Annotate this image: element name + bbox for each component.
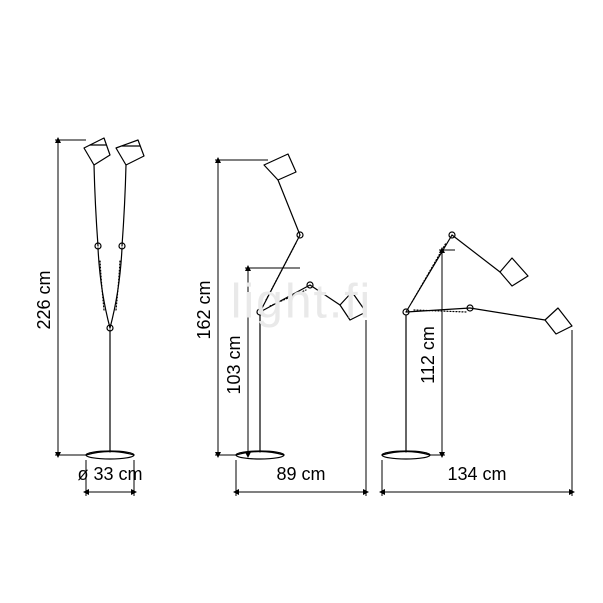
svg-text:134 cm: 134 cm (447, 464, 506, 484)
svg-text:ø 33 cm: ø 33 cm (77, 464, 142, 484)
svg-text:226 cm: 226 cm (34, 270, 54, 329)
figure-partial (236, 154, 366, 459)
svg-text:89 cm: 89 cm (276, 464, 325, 484)
svg-text:103 cm: 103 cm (224, 335, 244, 394)
diagram-svg: 226 cm ø 33 cm 162 cm (0, 0, 603, 603)
svg-text:162 cm: 162 cm (194, 280, 214, 339)
dim-base-diameter: ø 33 cm (77, 460, 142, 496)
dim-height-112: 112 cm (418, 250, 455, 455)
figure-extended (382, 232, 572, 459)
dim-width-89: 89 cm (236, 320, 366, 496)
dim-height-162: 162 cm (194, 160, 268, 455)
figure-upright (84, 138, 144, 459)
svg-text:112 cm: 112 cm (418, 326, 438, 384)
dim-width-134: 134 cm (382, 330, 572, 496)
dim-height-full: 226 cm (34, 140, 86, 455)
